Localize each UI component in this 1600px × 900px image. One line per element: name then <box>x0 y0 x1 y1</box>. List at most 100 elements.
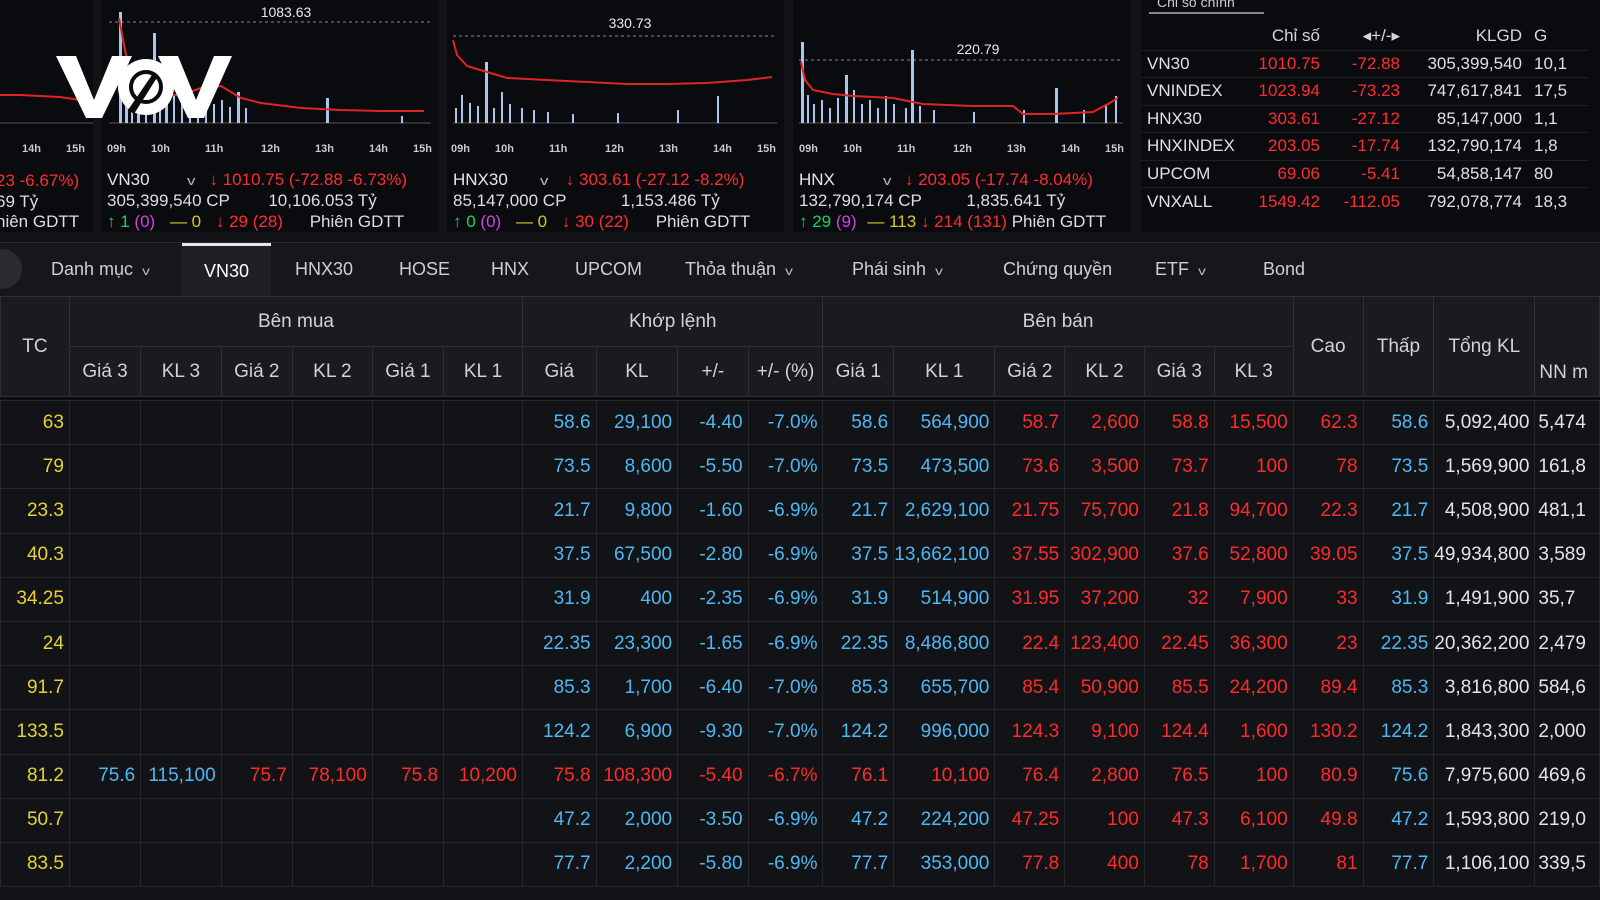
intraday-chart: 330.73 <box>452 15 777 124</box>
chart-panel-vn30[interactable]: 1083.63 09h 10h 11h 12h 13h 14h 15h VN30… <box>101 0 438 232</box>
chevron-down-icon[interactable]: v <box>882 173 892 188</box>
session-label: Phiên GDTT <box>1011 212 1107 231</box>
chevron-down-icon[interactable]: v <box>187 173 196 188</box>
chevron-down-icon[interactable]: v <box>539 173 549 188</box>
tab-label: VN30 <box>203 261 250 281</box>
table-row[interactable]: 133.5 124.2 6,900 -9.30 -7.0% 124.2 996,000 124… <box>0 709 1600 755</box>
col-header-sub[interactable]: KL 3 <box>140 346 222 397</box>
col-header-sub[interactable]: Giá <box>522 346 597 397</box>
total-volume: 1,593,800 <box>1433 797 1536 843</box>
tab-watchlist[interactable]: Danh mục v <box>51 243 150 296</box>
col-header-foreign[interactable]: NN m <box>1534 296 1600 397</box>
index-volume: 132,790,174 <box>1406 132 1528 160</box>
bid-price-1 <box>371 399 445 446</box>
table-row[interactable]: 81.2 75.6 115,100 75.7 78,100 75.8 10,200 75.8 1… <box>0 753 1600 799</box>
col-header-sub[interactable]: KL 1 <box>893 346 996 397</box>
tab-put-through[interactable]: Thỏa thuận v <box>685 243 793 296</box>
high-price: 81 <box>1292 841 1364 888</box>
tab-warrants[interactable]: Chứng quyền <box>1003 243 1112 296</box>
high-price: 130.2 <box>1292 709 1364 755</box>
chart-panel-hnx[interactable]: 220.79 09h 10h 11h 12h 13h 14h 15h HNX v… <box>793 0 1130 232</box>
col-header-sub[interactable]: Giá 2 <box>994 346 1066 397</box>
col-header-sub[interactable]: +/- (%) <box>747 346 824 397</box>
col-header-sub[interactable]: KL 2 <box>291 346 373 397</box>
time-tick: 11h <box>897 143 916 155</box>
bid-vol-2 <box>291 488 373 534</box>
match-vol: 67,500 <box>595 532 679 578</box>
index-volume: 85,147,000 <box>1406 104 1528 133</box>
ask-price-2: 31.95 <box>994 576 1066 622</box>
table-row[interactable]: 91.7 85.3 1,700 -6.40 -7.0% 85.3 655,700 85.4 50… <box>0 665 1600 711</box>
col-header-sub[interactable]: KL 1 <box>443 346 523 397</box>
bid-price-1 <box>371 532 445 578</box>
ask-price-1: 37.5 <box>822 532 895 578</box>
col-header-change[interactable]: ◂+/-▸ <box>1362 25 1400 45</box>
tab-etf[interactable]: ETF v <box>1155 243 1206 296</box>
table-row[interactable]: 40.3 37.5 67,500 -2.80 -6.9% 37.5 13,662,100 37… <box>0 532 1600 578</box>
low-price: 77.7 <box>1362 841 1435 888</box>
col-header-sub[interactable]: KL 3 <box>1213 346 1294 397</box>
index-row[interactable]: HNXINDEX 203.05 -17.74 132,790,174 1,8 <box>1141 132 1588 160</box>
col-header-sub[interactable]: Giá 1 <box>822 346 895 397</box>
match-price: 22.35 <box>522 620 597 667</box>
col-header-sub[interactable]: Giá 1 <box>371 346 445 397</box>
table-row[interactable]: 63 58.6 29,100 -4.40 -7.0% 58.6 564,900 58.7 2,6… <box>0 399 1600 446</box>
total-volume: 7,975,600 <box>1433 753 1536 799</box>
col-header-volume[interactable]: KLGD <box>1475 25 1522 45</box>
bid-price-3 <box>68 620 142 667</box>
time-tick: 11h <box>205 143 224 155</box>
col-header-high[interactable]: Cao <box>1292 296 1364 397</box>
index-change: -112.05 <box>1326 187 1406 215</box>
index-row[interactable]: VNXALL 1549.42 -112.05 792,078,774 18,3 <box>1141 187 1588 215</box>
chevron-down-icon: v <box>1198 264 1206 278</box>
chart-panel-hnx30[interactable]: 330.73 09h 10h 11h 12h 13h 14h 15h HNX30… <box>447 0 784 232</box>
low-price: 124.2 <box>1362 709 1435 755</box>
table-row[interactable]: 23.3 21.7 9,800 -1.60 -6.9% 21.7 2,629,100 21.7… <box>0 488 1600 534</box>
bid-price-2 <box>220 444 293 490</box>
col-header-low[interactable]: Thấp <box>1362 296 1435 397</box>
col-header-sub[interactable]: KL 2 <box>1064 346 1145 397</box>
tab-hnx[interactable]: HNX <box>491 243 529 296</box>
ask-price-3: 47.3 <box>1143 797 1215 843</box>
col-header-name <box>1141 22 1241 50</box>
col-header-sub[interactable]: Giá 2 <box>220 346 293 397</box>
col-header-sub[interactable]: +/- <box>677 346 749 397</box>
foreign-buy: 481,1 <box>1534 488 1600 534</box>
index-row[interactable]: HNX30 303.61 -27.12 85,147,000 1,1 <box>1141 104 1588 133</box>
bid-vol-2 <box>291 841 373 888</box>
tab-main-indices[interactable]: Chỉ số chính <box>1149 0 1264 14</box>
col-header-sub[interactable]: Giá 3 <box>68 346 142 397</box>
tab-bond[interactable]: Bond <box>1263 243 1305 296</box>
bid-price-1 <box>371 620 445 667</box>
index-value: 303.61 <box>1241 104 1326 133</box>
tab-hose[interactable]: HOSE <box>399 243 450 296</box>
tab-label: ETF <box>1155 259 1189 279</box>
tab-hnx30[interactable]: HNX30 <box>295 243 353 296</box>
index-row[interactable]: VNINDEX 1023.94 -73.23 747,617,841 17,5 <box>1141 77 1588 105</box>
chart-panel-partial[interactable]: 14h 15h 23 -6.67%) 69 Tỷ hiên GDTT <box>0 0 93 232</box>
col-header-sub[interactable]: KL <box>595 346 679 397</box>
table-row[interactable]: 34.25 31.9 400 -2.35 -6.9% 31.9 514,900 31.95 37… <box>0 576 1600 622</box>
tab-derivatives[interactable]: Phái sinh v <box>852 243 943 296</box>
col-header-ref[interactable]: TC <box>0 296 70 397</box>
match-vol: 108,300 <box>595 753 679 799</box>
ask-price-1: 22.35 <box>822 620 895 667</box>
bid-vol-2 <box>291 399 373 446</box>
table-row[interactable]: 79 73.5 8,600 -5.50 -7.0% 73.5 473,500 73.6 3,50… <box>0 444 1600 490</box>
col-header-sub[interactable]: Giá 3 <box>1143 346 1215 397</box>
table-row[interactable]: 24 22.35 23,300 -1.65 -6.9% 22.35 8,486,800 22.… <box>0 620 1600 667</box>
col-header-total-volume[interactable]: Tổng KL <box>1433 296 1536 397</box>
col-header-value-trade[interactable]: G <box>1534 25 1548 45</box>
time-tick: 10h <box>843 143 862 155</box>
bid-price-2 <box>220 841 293 888</box>
col-header-value[interactable]: Chỉ số <box>1271 25 1320 45</box>
table-row[interactable]: 83.5 77.7 2,200 -5.80 -6.9% 77.7 353,000 77.8 40… <box>0 841 1600 888</box>
ask-price-3: 124.4 <box>1143 709 1215 755</box>
index-table: Chỉ số ◂+/-▸ KLGD G VN30 1010.75 -72.88 305… <box>1141 22 1588 215</box>
tab-vn30[interactable]: VN30 <box>182 243 271 296</box>
index-row[interactable]: VN30 1010.75 -72.88 305,399,540 10,1 <box>1141 49 1588 78</box>
index-row[interactable]: UPCOM 69.06 -5.41 54,858,147 80 <box>1141 159 1588 188</box>
table-row[interactable]: 50.7 47.2 2,000 -3.50 -6.9% 47.2 224,200 47.25 1… <box>0 797 1600 843</box>
tab-upcom[interactable]: UPCOM <box>575 243 642 296</box>
menu-toggle[interactable] <box>0 249 22 289</box>
